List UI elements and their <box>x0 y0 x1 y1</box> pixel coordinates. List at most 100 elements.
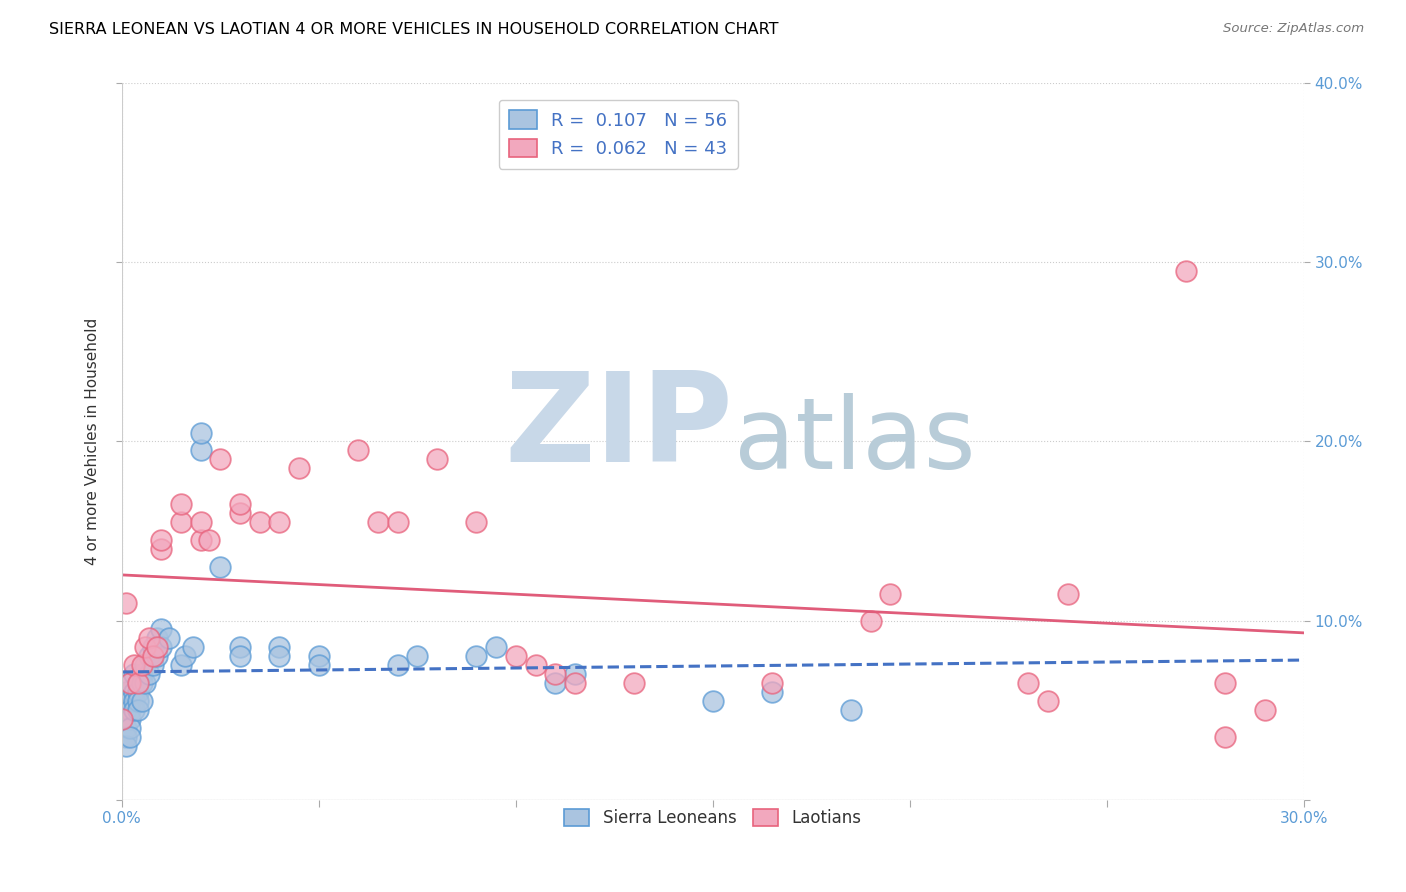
Point <box>269 649 291 664</box>
Point <box>127 685 149 699</box>
Point <box>1017 676 1039 690</box>
Point <box>111 694 134 708</box>
Point <box>1253 703 1275 717</box>
Point <box>122 694 145 708</box>
Point <box>426 452 449 467</box>
Point <box>118 730 141 744</box>
Point <box>229 640 252 655</box>
Point <box>134 658 156 673</box>
Point <box>114 596 136 610</box>
Point <box>190 533 212 547</box>
Point <box>170 658 193 673</box>
Point <box>387 658 409 673</box>
Point <box>114 739 136 753</box>
Point <box>1036 694 1059 708</box>
Point <box>127 703 149 717</box>
Point <box>465 515 488 529</box>
Point <box>544 667 567 681</box>
Point <box>114 685 136 699</box>
Point <box>387 515 409 529</box>
Point <box>142 658 165 673</box>
Point <box>269 515 291 529</box>
Point <box>138 632 160 646</box>
Point <box>127 676 149 690</box>
Point <box>859 614 882 628</box>
Point <box>150 541 173 556</box>
Point <box>146 640 169 655</box>
Point <box>118 694 141 708</box>
Point <box>114 703 136 717</box>
Point <box>150 623 173 637</box>
Point <box>122 703 145 717</box>
Point <box>118 721 141 735</box>
Point <box>761 676 783 690</box>
Point <box>524 658 547 673</box>
Point <box>181 640 204 655</box>
Point <box>465 649 488 664</box>
Point <box>197 533 219 547</box>
Point <box>131 667 153 681</box>
Point <box>544 676 567 690</box>
Legend: Sierra Leoneans, Laotians: Sierra Leoneans, Laotians <box>558 803 868 834</box>
Point <box>761 685 783 699</box>
Point <box>229 649 252 664</box>
Point <box>839 703 862 717</box>
Point <box>229 506 252 520</box>
Point <box>142 640 165 655</box>
Point <box>1174 264 1197 278</box>
Point <box>623 676 645 690</box>
Point <box>118 676 141 690</box>
Point <box>138 667 160 681</box>
Point <box>1213 676 1236 690</box>
Point <box>308 649 330 664</box>
Text: ZIP: ZIP <box>503 367 733 488</box>
Point <box>170 497 193 511</box>
Text: Source: ZipAtlas.com: Source: ZipAtlas.com <box>1223 22 1364 36</box>
Point <box>111 712 134 726</box>
Text: SIERRA LEONEAN VS LAOTIAN 4 OR MORE VEHICLES IN HOUSEHOLD CORRELATION CHART: SIERRA LEONEAN VS LAOTIAN 4 OR MORE VEHI… <box>49 22 779 37</box>
Point <box>114 730 136 744</box>
Point <box>114 721 136 735</box>
Point <box>190 443 212 458</box>
Point <box>111 712 134 726</box>
Point <box>564 676 586 690</box>
Point <box>150 640 173 655</box>
Point <box>170 515 193 529</box>
Point <box>118 712 141 726</box>
Point <box>505 649 527 664</box>
Point <box>142 649 165 664</box>
Point <box>118 703 141 717</box>
Y-axis label: 4 or more Vehicles in Household: 4 or more Vehicles in Household <box>86 318 100 566</box>
Point <box>150 533 173 547</box>
Point <box>127 694 149 708</box>
Point <box>367 515 389 529</box>
Point <box>269 640 291 655</box>
Point <box>249 515 271 529</box>
Point <box>702 694 724 708</box>
Point <box>308 658 330 673</box>
Point <box>347 443 370 458</box>
Point <box>146 649 169 664</box>
Point <box>485 640 508 655</box>
Point <box>564 667 586 681</box>
Point <box>173 649 195 664</box>
Point <box>190 515 212 529</box>
Point <box>131 676 153 690</box>
Point <box>118 676 141 690</box>
Point <box>1213 730 1236 744</box>
Point <box>134 676 156 690</box>
Point <box>288 461 311 475</box>
Point <box>229 497 252 511</box>
Point <box>127 676 149 690</box>
Point <box>209 452 232 467</box>
Point <box>122 685 145 699</box>
Point <box>1056 587 1078 601</box>
Point <box>131 694 153 708</box>
Point <box>879 587 901 601</box>
Point <box>122 658 145 673</box>
Point <box>131 658 153 673</box>
Text: atlas: atlas <box>734 393 976 490</box>
Point <box>157 632 180 646</box>
Point <box>134 640 156 655</box>
Point <box>190 425 212 440</box>
